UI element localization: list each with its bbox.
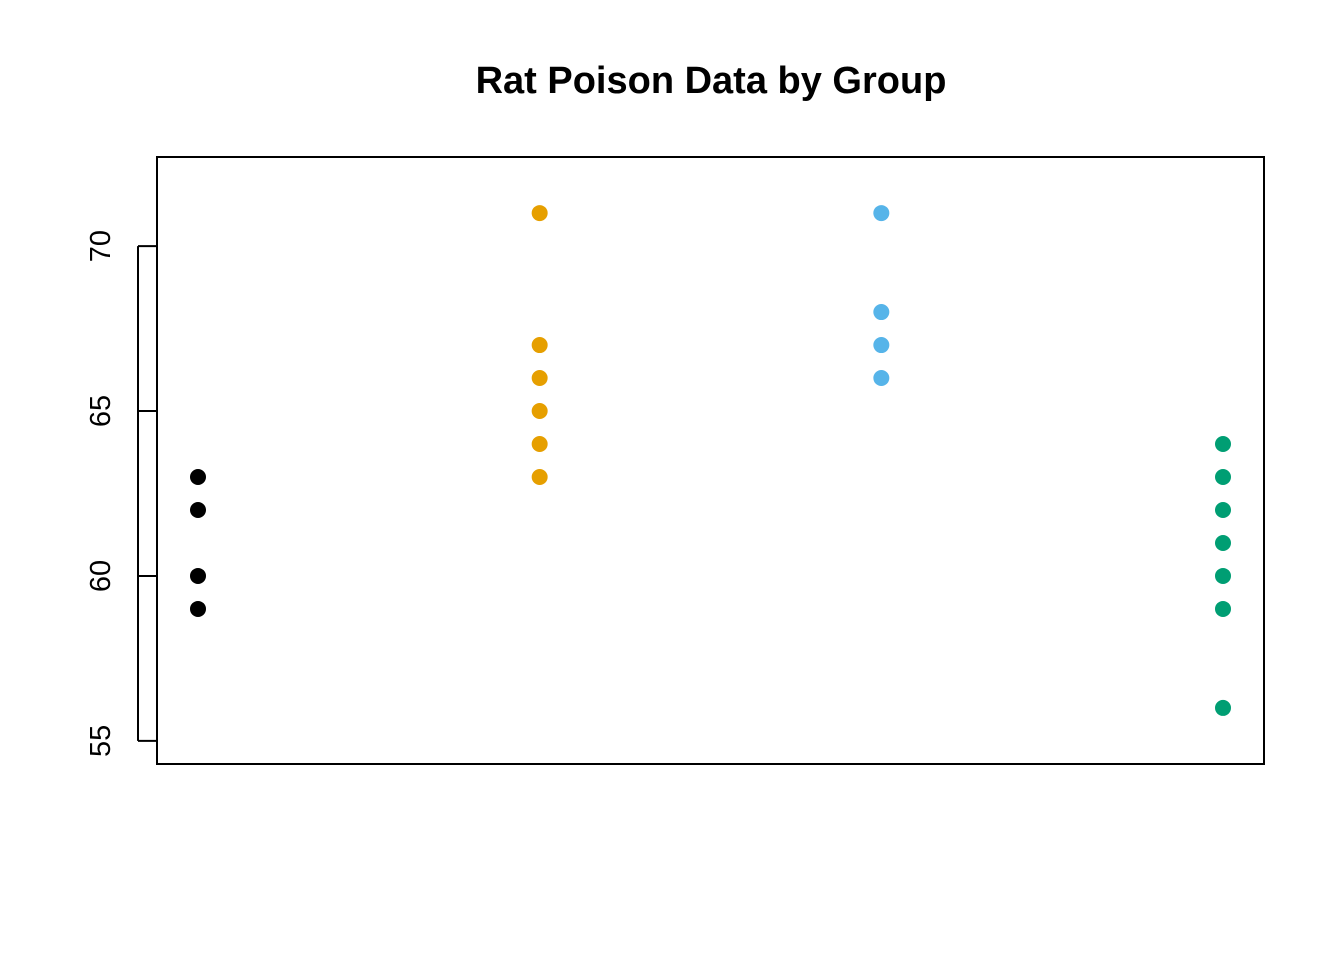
- data-point-group-1-0: [190, 468, 206, 485]
- data-point-group-4-4: [1215, 567, 1231, 584]
- data-point-group-3-0: [873, 205, 890, 222]
- data-points: [190, 205, 1231, 716]
- series-group-2: [531, 205, 548, 485]
- y-tick-label-65: 65: [85, 395, 117, 427]
- data-point-group-2-1: [531, 337, 548, 354]
- chart-title: Rat Poison Data by Group: [476, 60, 947, 102]
- plot-frame: [156, 156, 1265, 765]
- data-point-group-2-4: [531, 436, 548, 453]
- y-tick-label-70: 70: [85, 230, 117, 262]
- data-point-group-4-6: [1215, 699, 1231, 716]
- data-point-group-2-2: [531, 370, 548, 387]
- data-point-group-1-1: [190, 501, 206, 518]
- y-axis: 55 60 65 70: [85, 230, 157, 757]
- data-point-group-4-2: [1215, 501, 1231, 518]
- data-point-group-2-5: [531, 468, 548, 485]
- data-point-group-4-0: [1215, 436, 1231, 453]
- data-point-group-4-3: [1215, 534, 1231, 551]
- data-point-group-2-0: [531, 205, 548, 222]
- data-point-group-1-2: [190, 567, 206, 584]
- data-point-group-4-1: [1215, 468, 1231, 485]
- data-point-group-4-5: [1215, 600, 1231, 617]
- series-group-3: [873, 205, 890, 387]
- data-point-group-3-3: [873, 370, 890, 387]
- data-point-group-3-1: [873, 304, 890, 321]
- y-tick-label-55: 55: [85, 725, 117, 757]
- data-point-group-1-3: [190, 600, 206, 617]
- data-point-group-3-2: [873, 337, 890, 354]
- data-point-group-2-3: [531, 403, 548, 420]
- y-tick-label-60: 60: [85, 560, 117, 592]
- series-group-1: [190, 468, 206, 617]
- series-group-4: [1215, 436, 1231, 716]
